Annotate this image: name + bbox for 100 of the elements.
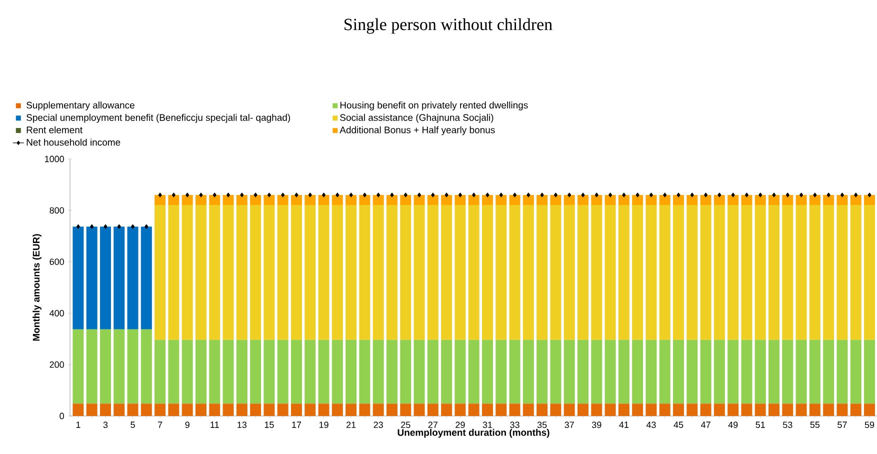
bar [564, 194, 575, 205]
bar [522, 204, 534, 340]
bar [414, 340, 425, 404]
bar [72, 404, 84, 416]
bar [536, 194, 548, 205]
bar [304, 194, 316, 205]
bar [222, 404, 234, 416]
bar [482, 340, 493, 404]
bar [346, 340, 357, 404]
bar [782, 340, 794, 404]
x-tick-label: 5 [130, 422, 135, 428]
bar [591, 194, 602, 205]
bar [864, 194, 875, 205]
x-tick-label: 59 [864, 422, 874, 428]
bar [700, 404, 712, 416]
bar [100, 226, 111, 330]
bar [564, 340, 575, 404]
bar [140, 329, 152, 404]
bar [591, 204, 602, 340]
bar [332, 404, 343, 416]
bar [482, 194, 493, 205]
legend-label: Rent element [26, 126, 83, 134]
bar [386, 204, 398, 340]
bar [768, 194, 780, 205]
bar [222, 204, 234, 340]
bar [304, 404, 316, 416]
bar [250, 204, 262, 340]
bar [468, 194, 480, 205]
x-tick-label: 25 [401, 422, 410, 428]
bar [127, 226, 138, 330]
bar [577, 404, 588, 416]
bar [346, 204, 357, 340]
bar [114, 404, 125, 416]
bar [454, 204, 466, 340]
bar [809, 404, 820, 416]
bar [154, 404, 166, 416]
x-tick-label: 41 [619, 422, 628, 428]
bar [236, 404, 248, 416]
bar [659, 340, 670, 404]
bar [372, 194, 384, 205]
bar [400, 204, 412, 340]
bar [809, 340, 820, 404]
bar [250, 340, 262, 404]
bar [850, 340, 862, 404]
bar [359, 404, 370, 416]
bar [646, 194, 657, 205]
bar [754, 404, 766, 416]
bar [386, 404, 398, 416]
bar [372, 340, 384, 404]
legend-label: Additional Bonus + Half yearly bonus [340, 126, 495, 136]
bar [86, 404, 98, 416]
bar [318, 204, 330, 340]
bar [86, 329, 98, 404]
bar [414, 204, 425, 340]
bar [686, 340, 698, 404]
bar [100, 404, 111, 416]
bar [140, 226, 152, 330]
bar [468, 340, 480, 404]
bar [522, 340, 534, 404]
bar [346, 404, 357, 416]
legend-label: Social assistance (Ghajnuna Socjali) [340, 114, 494, 123]
bar [304, 204, 316, 340]
bar [836, 204, 848, 340]
bar [250, 194, 262, 205]
bar [672, 340, 684, 404]
bar [604, 340, 616, 404]
bar [754, 340, 766, 404]
bar [577, 340, 588, 404]
bar [264, 204, 275, 340]
bar [154, 204, 166, 340]
bar [577, 194, 588, 205]
bar [550, 340, 562, 404]
x-tick-label: 51 [756, 422, 765, 428]
x-tick-label: 1 [76, 422, 80, 428]
bar [209, 194, 220, 205]
bar [400, 194, 412, 205]
bar [618, 204, 630, 340]
bar [646, 204, 657, 340]
bar [250, 404, 262, 416]
bar [209, 204, 220, 340]
bar [346, 194, 357, 205]
bar [604, 204, 616, 340]
x-tick-label: 19 [319, 422, 328, 428]
bar [154, 194, 166, 205]
bar [796, 404, 807, 416]
x-tick-label: 11 [210, 422, 219, 428]
bar [741, 204, 752, 340]
bar [482, 404, 493, 416]
x-tick-label: 21 [346, 422, 356, 428]
bar [386, 194, 398, 205]
bar [714, 194, 725, 205]
bar [277, 340, 288, 404]
x-tick-label: 47 [700, 422, 710, 428]
bar [686, 204, 698, 340]
bar [564, 404, 575, 416]
bar [318, 340, 330, 404]
bar [564, 204, 575, 340]
bar [182, 404, 193, 416]
bar [632, 204, 644, 340]
bar [427, 404, 438, 416]
